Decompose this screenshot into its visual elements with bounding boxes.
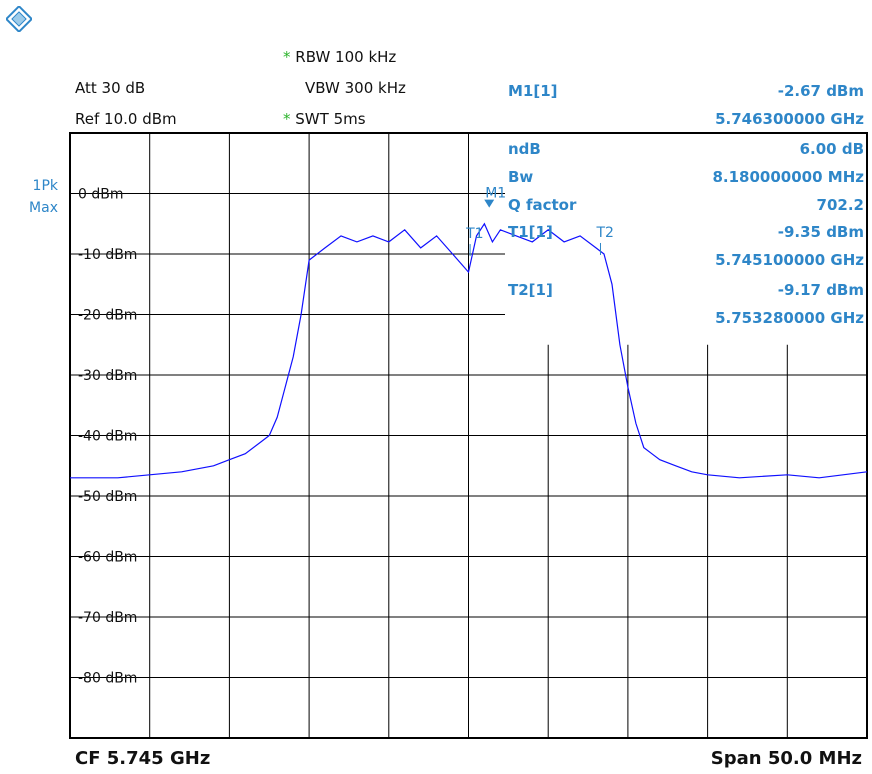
spectrum-trace	[70, 222, 868, 479]
marker-table-value: 5.746300000 GHz	[715, 110, 864, 128]
rbw-setting: * RBW 100 kHz	[283, 48, 396, 66]
marker-label: T2	[595, 225, 613, 241]
y-tick-label: -50 dBm	[78, 489, 137, 505]
center-frequency: CF 5.745 GHz	[75, 748, 211, 769]
y-tick-label: -80 dBm	[78, 671, 137, 687]
marker-label: T1	[465, 226, 483, 242]
y-tick-label: 0 dBm	[78, 187, 124, 203]
marker-table-value: -9.35 dBm	[777, 223, 864, 241]
marker-table-label: Q factor	[508, 196, 577, 214]
marker-table-label: ndB	[508, 140, 541, 158]
y-tick-label: -10 dBm	[78, 247, 137, 263]
marker-table-value: 702.2	[816, 196, 864, 214]
marker-table-value: -9.17 dBm	[777, 281, 864, 299]
marker-table-label: Bw	[508, 168, 534, 186]
marker-table-value: 5.745100000 GHz	[715, 251, 864, 269]
trace-mode-label: Max	[29, 200, 58, 216]
rbw-star-icon: *	[283, 48, 291, 66]
reference-level-setting: Ref 10.0 dBm	[75, 110, 177, 128]
y-tick-label: -70 dBm	[78, 610, 137, 626]
rbw-value: RBW 100 kHz	[295, 48, 397, 66]
rs-logo-icon	[6, 6, 32, 32]
y-tick-label: -20 dBm	[78, 308, 137, 324]
marker-table-value: -2.67 dBm	[777, 82, 864, 100]
marker-table-value: 5.753280000 GHz	[715, 309, 864, 327]
trace-detector-label: 1Pk	[32, 178, 58, 194]
marker-table-value: 6.00 dB	[799, 140, 864, 158]
swt-star-icon: *	[283, 110, 291, 128]
y-tick-label: -60 dBm	[78, 550, 137, 566]
marker-table-label: T2[1]	[508, 281, 553, 299]
vbw-setting: VBW 300 kHz	[305, 79, 406, 97]
y-tick-label: -30 dBm	[78, 368, 137, 384]
marker-label: M1	[485, 186, 506, 202]
marker-m1-icon	[484, 199, 495, 208]
span-setting: Span 50.0 MHz	[710, 748, 862, 769]
marker-table-label: T1[1]	[508, 223, 553, 241]
swt-value: SWT 5ms	[295, 110, 366, 128]
marker-table-value: 8.180000000 MHz	[712, 168, 864, 186]
attenuation-setting: Att 30 dB	[75, 79, 146, 97]
y-tick-label: -40 dBm	[78, 429, 137, 445]
swt-setting: * SWT 5ms	[283, 110, 366, 128]
marker-table-label: M1[1]	[508, 82, 558, 100]
